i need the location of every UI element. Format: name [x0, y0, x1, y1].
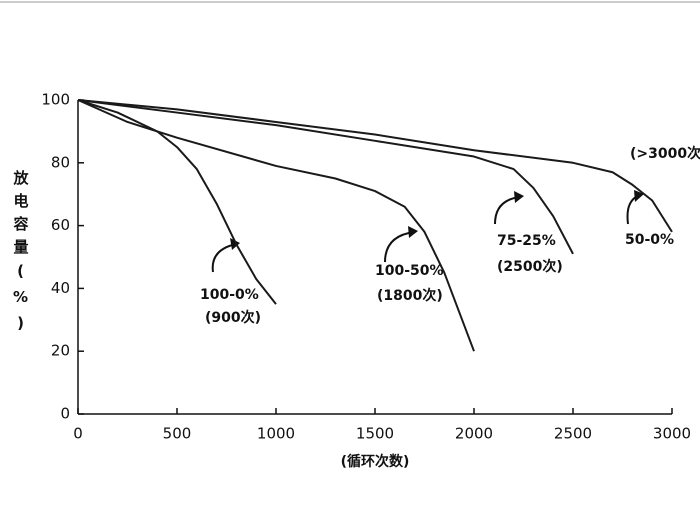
y-tick-label: 60	[51, 216, 70, 234]
x-tick-label: 0	[73, 425, 83, 443]
y-tick-label: 40	[51, 279, 70, 297]
x-tick-label: 3000	[653, 425, 691, 443]
arrow	[626, 194, 641, 225]
series-label: 75-25%	[497, 233, 556, 249]
y-tick-label: 20	[51, 342, 70, 360]
series-label: 100-50%	[375, 263, 444, 279]
y-tick-label: 100	[41, 91, 70, 109]
x-tick-label: 1500	[356, 425, 394, 443]
arrow-head	[408, 226, 418, 238]
line	[77, 99, 277, 305]
arrow-heads	[230, 190, 644, 250]
series-label: (2500次)	[497, 258, 563, 275]
arrow-head	[230, 238, 240, 250]
x-tick-label: 2500	[554, 425, 592, 443]
x-tick-label: 500	[163, 425, 192, 443]
y-tick-label: 80	[51, 153, 70, 171]
arrow-head	[514, 191, 524, 203]
y-tick-label: 0	[60, 405, 70, 423]
series-label: 100-0%	[200, 287, 259, 303]
series-label: (>3000次)	[630, 145, 700, 162]
line	[77, 99, 574, 255]
x-axis-label: (循环次数)	[341, 453, 410, 470]
series-label: 50-0%	[625, 232, 674, 248]
x-tick-label: 2000	[455, 425, 493, 443]
series-label: (1800次)	[377, 287, 443, 304]
x-tick-label: 1000	[257, 425, 295, 443]
series-label: (900次)	[205, 309, 261, 326]
line	[77, 99, 673, 233]
y-axis-label: 放电容量(%)	[12, 169, 30, 340]
line	[77, 99, 475, 352]
